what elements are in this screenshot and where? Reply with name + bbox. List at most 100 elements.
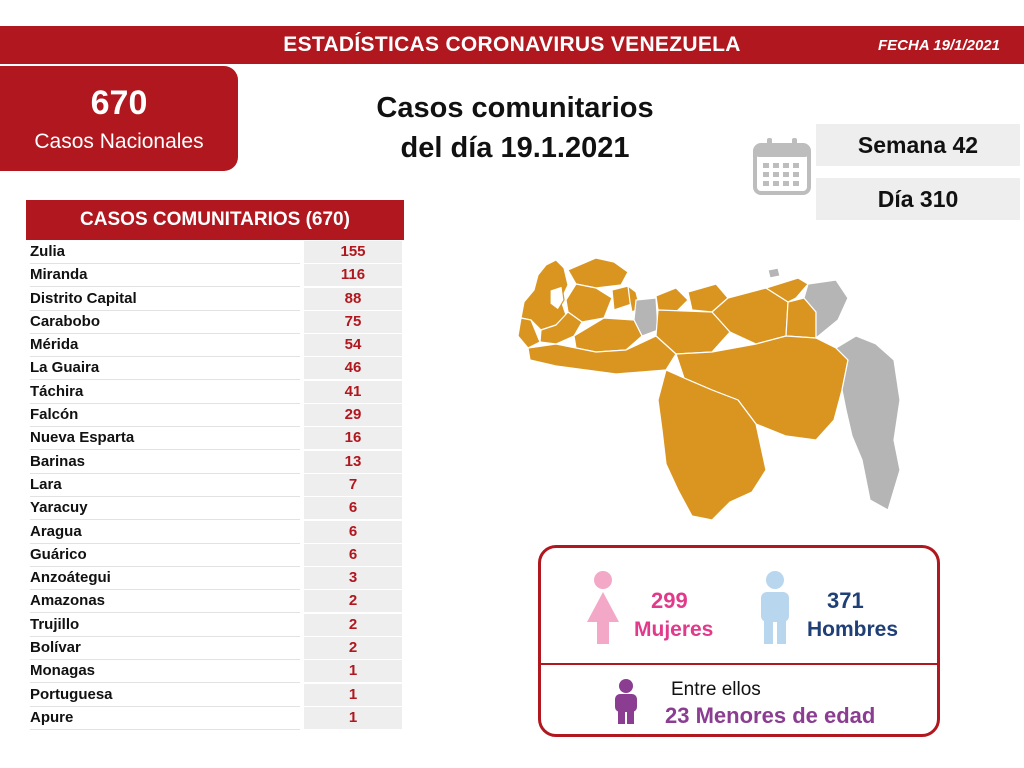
map-state-aragua [655, 287, 689, 313]
table-row: Zulia 155 [26, 241, 404, 264]
state-name: Bolívar [30, 637, 300, 661]
page-title: ESTADÍSTICAS CORONAVIRUS VENEZUELA [283, 33, 741, 56]
state-cases: 116 [304, 264, 402, 287]
female-figure-icon [587, 571, 619, 644]
national-cases-label: Casos Nacionales [34, 130, 204, 153]
male-label: Hombres [807, 618, 899, 641]
main-title-line1: Casos comunitarios [376, 92, 654, 124]
state-name: Trujillo [30, 613, 300, 637]
state-cases: 2 [304, 637, 402, 660]
state-name: Mérida [30, 334, 300, 358]
main-title: Casos comunitarios del día 19.1.2021 [300, 88, 730, 168]
state-cases: 3 [304, 567, 402, 590]
state-cases: 16 [304, 427, 402, 450]
state-name: Monagas [30, 660, 300, 684]
day-box: Día 310 [816, 178, 1020, 220]
state-name: Aragua [30, 520, 300, 544]
state-name: Anzoátegui [30, 567, 300, 591]
map-state-amazonas [657, 369, 767, 521]
state-name: Yaracuy [30, 497, 300, 521]
table-row: La Guaira 46 [26, 357, 404, 381]
state-cases: 2 [304, 613, 402, 636]
map-state-merida-trujillo [539, 311, 583, 345]
table-row: Miranda 116 [26, 264, 404, 288]
state-name: Barinas [30, 450, 300, 474]
state-cases: 155 [304, 241, 402, 263]
state-cases: 2 [304, 590, 402, 613]
state-cases: 1 [304, 706, 402, 729]
minors-label: Menores de edad [695, 703, 876, 728]
state-name: Amazonas [30, 590, 300, 614]
state-cases: 54 [304, 334, 402, 357]
map-state-falcon [567, 257, 629, 289]
state-cases: 41 [304, 380, 402, 403]
minors-count: 23 [665, 703, 690, 728]
state-name: Lara [30, 473, 300, 497]
cases-table: Zulia 155 Miranda 116 Distrito Capital 88 Cara… [26, 241, 404, 730]
table-row: Falcón 29 [26, 404, 404, 428]
gender-panel: 299 Mujeres 371 Hombres Entre ellos 23 M… [538, 545, 940, 737]
state-name: La Guaira [30, 357, 300, 381]
state-cases: 6 [304, 497, 402, 520]
male-count: 371 [827, 588, 864, 613]
map-zone-reclamation-unaffected [835, 335, 901, 511]
state-name: Guárico [30, 543, 300, 567]
table-row: Trujillo 2 [26, 613, 404, 637]
table-row: Bolívar 2 [26, 637, 404, 661]
state-name: Miranda [30, 264, 300, 288]
state-cases: 1 [304, 660, 402, 683]
map-state-lara [565, 283, 613, 323]
table-row: Barinas 13 [26, 450, 404, 474]
minors-line: 23 Menores de edad [665, 703, 875, 729]
table-row: Guárico 6 [26, 543, 404, 567]
map-state-nueva-esparta [767, 267, 781, 279]
table-row: Carabobo 75 [26, 310, 404, 334]
state-name: Falcón [30, 404, 300, 428]
state-cases: 1 [304, 683, 402, 706]
national-cases-box: 670 Casos Nacionales [0, 66, 238, 171]
state-cases: 7 [304, 473, 402, 496]
state-cases: 29 [304, 404, 402, 427]
map-state-cojedes-unaffected [633, 297, 659, 337]
state-name: Nueva Esparta [30, 427, 300, 451]
state-name: Distrito Capital [30, 287, 300, 311]
table-row: Amazonas 2 [26, 590, 404, 614]
state-name: Zulia [30, 241, 300, 264]
header-bar: ESTADÍSTICAS CORONAVIRUS VENEZUELA FECHA… [0, 26, 1024, 64]
report-date: FECHA 19/1/2021 [877, 37, 1000, 54]
map-state-tachira [517, 317, 541, 349]
state-name: Apure [30, 706, 300, 730]
table-row: Yaracuy 6 [26, 497, 404, 521]
state-cases: 13 [304, 450, 402, 473]
table-heading: CASOS COMUNITARIOS (670) [26, 200, 404, 240]
map-state-delta-amacuro-unaffected [803, 279, 849, 339]
map-state-sucre [765, 277, 809, 303]
state-cases: 75 [304, 310, 402, 333]
week-box: Semana 42 [816, 124, 1020, 166]
panel-divider [541, 663, 937, 665]
table-row: Nueva Esparta 16 [26, 427, 404, 451]
map-lake-maracaibo [549, 285, 565, 311]
state-name: Portuguesa [30, 683, 300, 707]
table-row: Mérida 54 [26, 334, 404, 358]
table-row: Táchira 41 [26, 380, 404, 404]
state-cases: 6 [304, 520, 402, 543]
state-name: Táchira [30, 380, 300, 404]
main-title-line2: del día 19.1.2021 [400, 132, 630, 164]
male-figure-icon [761, 571, 789, 644]
child-figure-icon [615, 679, 637, 724]
state-cases: 88 [304, 287, 402, 310]
state-cases: 46 [304, 357, 402, 380]
table-row: Apure 1 [26, 706, 404, 730]
female-label: Mujeres [634, 618, 714, 641]
table-row: Aragua 6 [26, 520, 404, 544]
minors-intro: Entre ellos [671, 679, 761, 700]
table-row: Lara 7 [26, 473, 404, 497]
map-state-zulia [520, 259, 569, 331]
table-row: Monagas 1 [26, 660, 404, 684]
calendar-icon [753, 138, 811, 195]
state-cases: 6 [304, 543, 402, 566]
table-row: Anzoátegui 3 [26, 567, 404, 591]
venezuela-map [517, 257, 901, 521]
table-row: Portuguesa 1 [26, 683, 404, 707]
